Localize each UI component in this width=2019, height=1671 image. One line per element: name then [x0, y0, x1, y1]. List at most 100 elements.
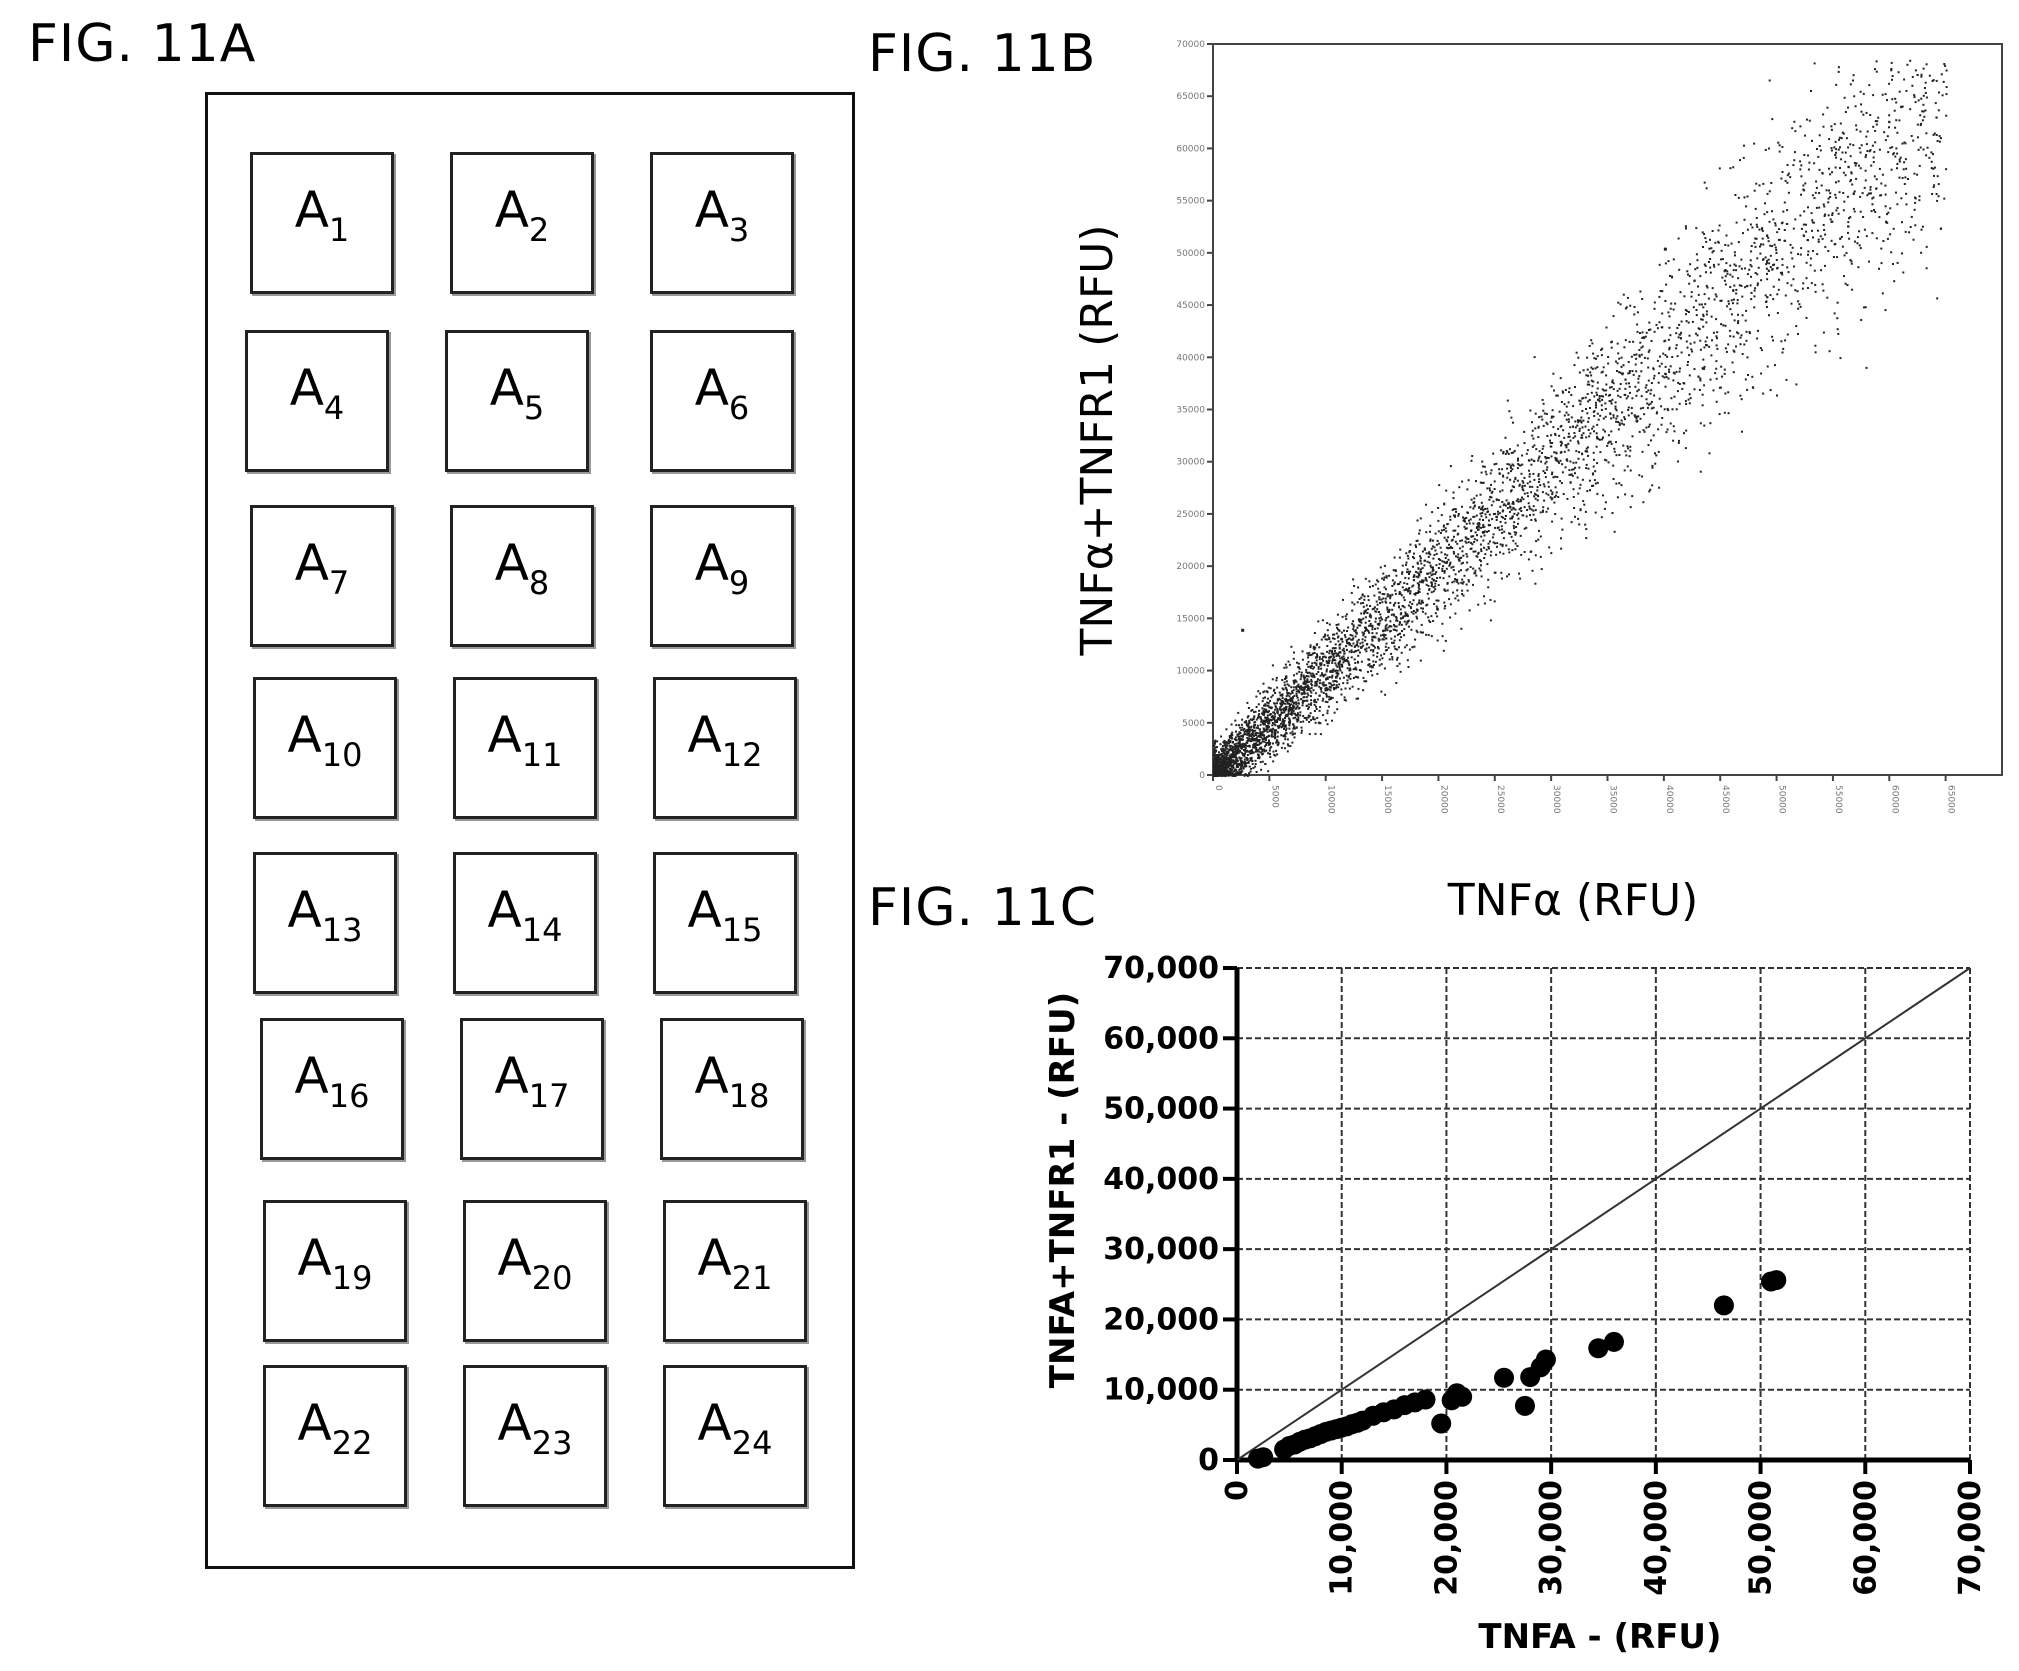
- scatter-point-11b: [1229, 755, 1232, 758]
- scatter-point-11b: [1218, 757, 1221, 760]
- scatter-point-11b: [1281, 697, 1284, 700]
- scatter-point-11b: [1303, 681, 1306, 684]
- scatter-point-11b: [1232, 764, 1235, 767]
- scatter-point-11b: [1534, 582, 1537, 585]
- scatter-point-11b: [1504, 521, 1507, 524]
- scatter-point-11b: [1276, 699, 1279, 702]
- scatter-point-11b: [1234, 719, 1237, 722]
- scatter-point-11b: [1270, 735, 1273, 738]
- scatter-point-11b: [1437, 507, 1440, 509]
- scatter-point-11b: [1216, 769, 1219, 772]
- scatter-point-11b: [1406, 554, 1409, 557]
- scatter-point-11b: [1308, 721, 1311, 723]
- scatter-point-11b: [1213, 768, 1216, 770]
- scatter-point-11b: [1342, 647, 1345, 650]
- scatter-point-11b: [1241, 761, 1244, 764]
- scatter-point-11b: [1416, 617, 1419, 620]
- scatter-point-11b: [1558, 434, 1561, 437]
- scatter-point-11b: [1215, 769, 1218, 772]
- scatter-point-11b: [1213, 773, 1215, 776]
- scatter-point-11b: [1213, 774, 1216, 777]
- scatter-point-11b: [1652, 434, 1655, 437]
- scatter-point-11b: [1746, 195, 1749, 198]
- scatter-point-11b: [1310, 699, 1313, 702]
- scatter-point-11b: [1627, 414, 1630, 417]
- scatter-point-11b: [1217, 763, 1220, 766]
- scatter-point-11b: [1343, 650, 1346, 653]
- scatter-point-11b: [1537, 426, 1540, 429]
- scatter-point-11b: [1230, 762, 1233, 765]
- scatter-point-11b: [1232, 774, 1235, 777]
- scatter-point-11b: [1224, 743, 1227, 746]
- scatter-point-11b: [1854, 240, 1856, 243]
- scatter-point-11b: [1669, 365, 1672, 368]
- scatter-point-11b: [1289, 707, 1291, 710]
- scatter-point-11b: [1234, 745, 1237, 748]
- scatter-point-11b: [1652, 367, 1655, 370]
- scatter-point-11b: [1246, 740, 1249, 742]
- scatter-point-11b: [1244, 748, 1247, 751]
- scatter-point-11b: [1216, 770, 1219, 772]
- scatter-point-11b: [1502, 475, 1505, 478]
- scatter-point-11b: [1663, 340, 1666, 343]
- scatter-point-11b: [1382, 572, 1385, 575]
- scatter-point-11b: [1265, 728, 1268, 731]
- scatter-point-11b: [1289, 692, 1292, 695]
- scatter-point-11b: [1214, 739, 1217, 742]
- scatter-point-11b: [1513, 527, 1516, 530]
- scatter-point-11b: [1577, 356, 1580, 359]
- scatter-point-11b: [1323, 683, 1325, 686]
- scatter-point-11b: [1257, 734, 1260, 737]
- scatter-point-11b: [1274, 715, 1277, 718]
- scatter-point-11b: [1536, 499, 1539, 502]
- scatter-point-11b: [1585, 408, 1587, 410]
- scatter-point-11b: [1219, 774, 1222, 777]
- scatter-point-11b: [1521, 514, 1524, 517]
- scatter-point-11b: [1230, 760, 1233, 763]
- scatter-point-11b: [1481, 505, 1484, 508]
- scatter-point-11b: [1827, 201, 1830, 204]
- scatter-point-11b: [1602, 366, 1605, 369]
- scatter-point-11b: [1692, 306, 1695, 309]
- scatter-point-11b: [1303, 682, 1306, 685]
- scatter-point-11b: [1361, 593, 1364, 596]
- scatter-point-11b: [1355, 668, 1358, 671]
- scatter-point-11b: [1333, 652, 1336, 655]
- scatter-point-11b: [1514, 548, 1517, 551]
- scatter-point-11b: [1428, 561, 1431, 564]
- scatter-point-11b: [1781, 221, 1784, 224]
- scatter-point-11b: [1588, 435, 1591, 438]
- scatter-point-11b: [1558, 410, 1561, 413]
- scatter-point-11b: [1849, 155, 1852, 158]
- scatter-point-11b: [1365, 680, 1368, 683]
- scatter-point-11b: [1256, 749, 1259, 752]
- scatter-point-11b: [1532, 509, 1535, 512]
- scatter-point-11b: [1551, 471, 1554, 474]
- scatter-point-11b: [1637, 415, 1640, 418]
- scatter-point-11b: [1870, 210, 1873, 213]
- scatter-point-11b: [1714, 241, 1717, 244]
- scatter-point-11b: [1213, 774, 1216, 777]
- scatter-point-11b: [1236, 765, 1238, 768]
- scatter-point-11b: [1224, 765, 1227, 768]
- scatter-point-11b: [1266, 716, 1269, 719]
- scatter-point-11b: [1565, 411, 1568, 414]
- scatter-point-11b: [1303, 699, 1306, 702]
- scatter-point-11b: [1529, 514, 1531, 517]
- scatter-point-11b: [1434, 588, 1437, 591]
- scatter-point-11b: [1402, 615, 1405, 618]
- scatter-point-11b: [1318, 682, 1321, 685]
- scatter-point-11b: [1262, 748, 1264, 751]
- scatter-point-11b: [1259, 731, 1262, 734]
- scatter-point-11b: [1625, 382, 1628, 385]
- scatter-point-11b: [1265, 708, 1268, 711]
- scatter-point-11b: [1884, 205, 1887, 208]
- scatter-point-11b: [1769, 254, 1772, 257]
- scatter-point-11b: [1364, 626, 1366, 629]
- scatter-point-11b: [1802, 234, 1805, 237]
- scatter-point-11b: [1664, 354, 1667, 357]
- scatter-point-11b: [1396, 619, 1399, 622]
- scatter-point-11b: [1334, 652, 1337, 655]
- scatter-point-11b: [1652, 406, 1655, 409]
- scatter-point-11b: [1589, 432, 1592, 435]
